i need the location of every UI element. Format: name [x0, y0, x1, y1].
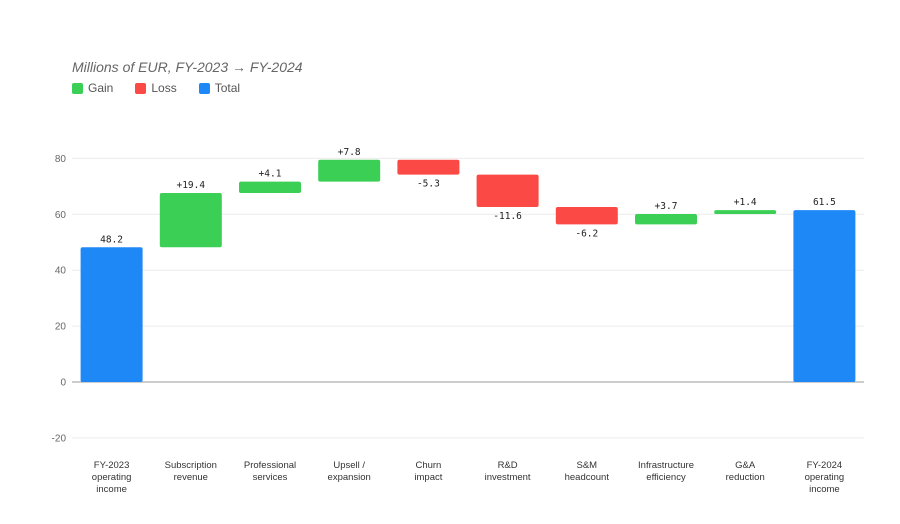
legend-label-total: Total: [214, 81, 241, 95]
y-tick-label: 60: [55, 210, 67, 221]
y-tick-label: 0: [60, 378, 66, 389]
x-category-label: operating: [92, 472, 132, 483]
waterfall-bar: [555, 207, 618, 225]
x-category-label: FY-2023: [94, 460, 130, 471]
waterfall-bar: [397, 159, 460, 175]
legend-label-gain: Gain: [88, 81, 114, 95]
x-category-label: Churn: [415, 460, 441, 471]
x-category-label: Upsell /: [333, 460, 365, 471]
x-category-label: headcount: [565, 472, 610, 483]
legend-item-gain: Gain: [72, 81, 113, 95]
y-tick-label: -20: [52, 433, 67, 444]
x-category-label: S&M: [577, 460, 598, 471]
data-label: +4.1: [259, 169, 282, 180]
x-category-label: income: [809, 484, 840, 495]
waterfall-bar: [80, 247, 143, 382]
x-category-label: services: [253, 472, 288, 483]
data-label: -5.3: [417, 179, 440, 190]
legend-swatch-gain: [72, 82, 83, 94]
x-category-label: operating: [805, 472, 845, 483]
waterfall-bar: [159, 193, 222, 248]
data-label: +1.4: [734, 197, 757, 208]
legend-label-loss: Loss: [151, 81, 177, 95]
data-label: -11.6: [493, 211, 522, 222]
y-tick-label: 40: [55, 266, 67, 277]
x-category-label: FY-2024: [807, 460, 843, 471]
x-category-label: R&D: [498, 460, 518, 471]
x-category-label: revenue: [174, 472, 208, 483]
chart-subtitle: Millions of EUR, FY-2023 → FY-2024: [72, 59, 303, 75]
legend-item-loss: Loss: [135, 81, 177, 95]
waterfall-bar: [476, 174, 539, 208]
waterfall-bar: [635, 214, 697, 225]
x-category-label: reduction: [726, 472, 765, 483]
waterfall-bar: [239, 181, 301, 194]
data-label: +19.4: [176, 180, 205, 191]
y-tick-label: 20: [55, 322, 67, 333]
data-label: +7.8: [338, 147, 361, 158]
x-category-label: impact: [414, 472, 442, 483]
x-category-label: Professional: [244, 460, 296, 471]
legend-swatch-loss: [135, 82, 147, 94]
waterfall-bar: [318, 159, 381, 182]
x-category-label: Infrastructure: [638, 460, 694, 471]
legend-item-total: Total: [198, 81, 241, 95]
waterfall-bar: [714, 210, 777, 215]
legend-swatch-total: [198, 82, 210, 94]
y-tick-label: 80: [55, 154, 67, 165]
data-label: 61.5: [813, 197, 836, 208]
x-category-label: G&A: [735, 460, 756, 471]
waterfall-bar: [793, 210, 856, 382]
x-category-label: income: [96, 484, 127, 495]
data-label: -6.2: [575, 228, 598, 239]
x-category-label: investment: [485, 472, 531, 483]
x-category-label: expansion: [328, 472, 371, 483]
chart-legend: Gain Loss Total: [72, 81, 262, 95]
x-category-label: Subscription: [165, 460, 217, 471]
data-label: 48.2: [100, 234, 123, 245]
data-label: +3.7: [655, 201, 678, 212]
x-category-label: efficiency: [646, 472, 686, 483]
